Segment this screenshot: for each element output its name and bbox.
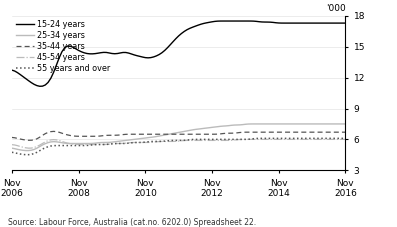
- 15-24 years: [37, 85, 42, 88]
- 25-34 years: [154, 135, 159, 138]
- 45-54 years: [221, 139, 225, 142]
- 35-44 years: [93, 135, 98, 138]
- 35-44 years: [157, 133, 162, 136]
- 55 years and over: [46, 145, 50, 148]
- Text: '000: '000: [326, 4, 345, 13]
- 15-24 years: [343, 22, 348, 25]
- 15-24 years: [221, 20, 225, 22]
- 15-24 years: [10, 69, 14, 72]
- 35-44 years: [343, 131, 348, 133]
- 15-24 years: [90, 52, 95, 55]
- 55 years and over: [326, 137, 331, 140]
- 45-54 years: [10, 143, 14, 146]
- Line: 35-44 years: 35-44 years: [12, 131, 345, 140]
- 25-34 years: [10, 147, 14, 150]
- 15-24 years: [46, 81, 50, 84]
- 55 years and over: [23, 153, 28, 156]
- 25-34 years: [343, 123, 348, 125]
- 45-54 years: [90, 143, 95, 146]
- 45-54 years: [154, 141, 159, 143]
- 45-54 years: [26, 147, 31, 150]
- 35-44 years: [51, 130, 56, 133]
- 55 years and over: [221, 138, 225, 141]
- 25-34 years: [46, 141, 50, 144]
- 35-44 years: [46, 131, 50, 134]
- 35-44 years: [26, 139, 31, 142]
- Legend: 15-24 years, 25-34 years, 35-44 years, 45-54 years, 55 years and over: 15-24 years, 25-34 years, 35-44 years, 4…: [16, 20, 110, 73]
- 45-54 years: [249, 138, 253, 141]
- 35-44 years: [240, 131, 245, 134]
- 35-44 years: [224, 132, 228, 135]
- 25-34 years: [326, 123, 331, 125]
- 45-54 years: [237, 138, 242, 141]
- Line: 55 years and over: 55 years and over: [12, 138, 345, 155]
- 15-24 years: [326, 22, 331, 25]
- Line: 45-54 years: 45-54 years: [12, 139, 345, 148]
- Line: 15-24 years: 15-24 years: [12, 21, 345, 86]
- 35-44 years: [326, 131, 331, 133]
- 55 years and over: [154, 140, 159, 143]
- 45-54 years: [46, 139, 50, 142]
- 25-34 years: [221, 125, 225, 127]
- 25-34 years: [23, 149, 28, 152]
- 15-24 years: [154, 54, 159, 57]
- 25-34 years: [90, 142, 95, 145]
- 25-34 years: [237, 123, 242, 126]
- 55 years and over: [237, 138, 242, 141]
- 45-54 years: [326, 138, 331, 141]
- 55 years and over: [265, 137, 270, 140]
- 55 years and over: [343, 137, 348, 140]
- 55 years and over: [10, 151, 14, 154]
- 15-24 years: [226, 20, 231, 22]
- 15-24 years: [240, 20, 245, 22]
- Text: Source: Labour Force, Australia (cat.no. 6202.0) Spreadsheet 22.: Source: Labour Force, Australia (cat.no.…: [8, 218, 256, 227]
- 55 years and over: [90, 143, 95, 146]
- 45-54 years: [343, 138, 348, 141]
- Line: 25-34 years: 25-34 years: [12, 124, 345, 151]
- 25-34 years: [257, 123, 262, 125]
- 35-44 years: [10, 136, 14, 139]
